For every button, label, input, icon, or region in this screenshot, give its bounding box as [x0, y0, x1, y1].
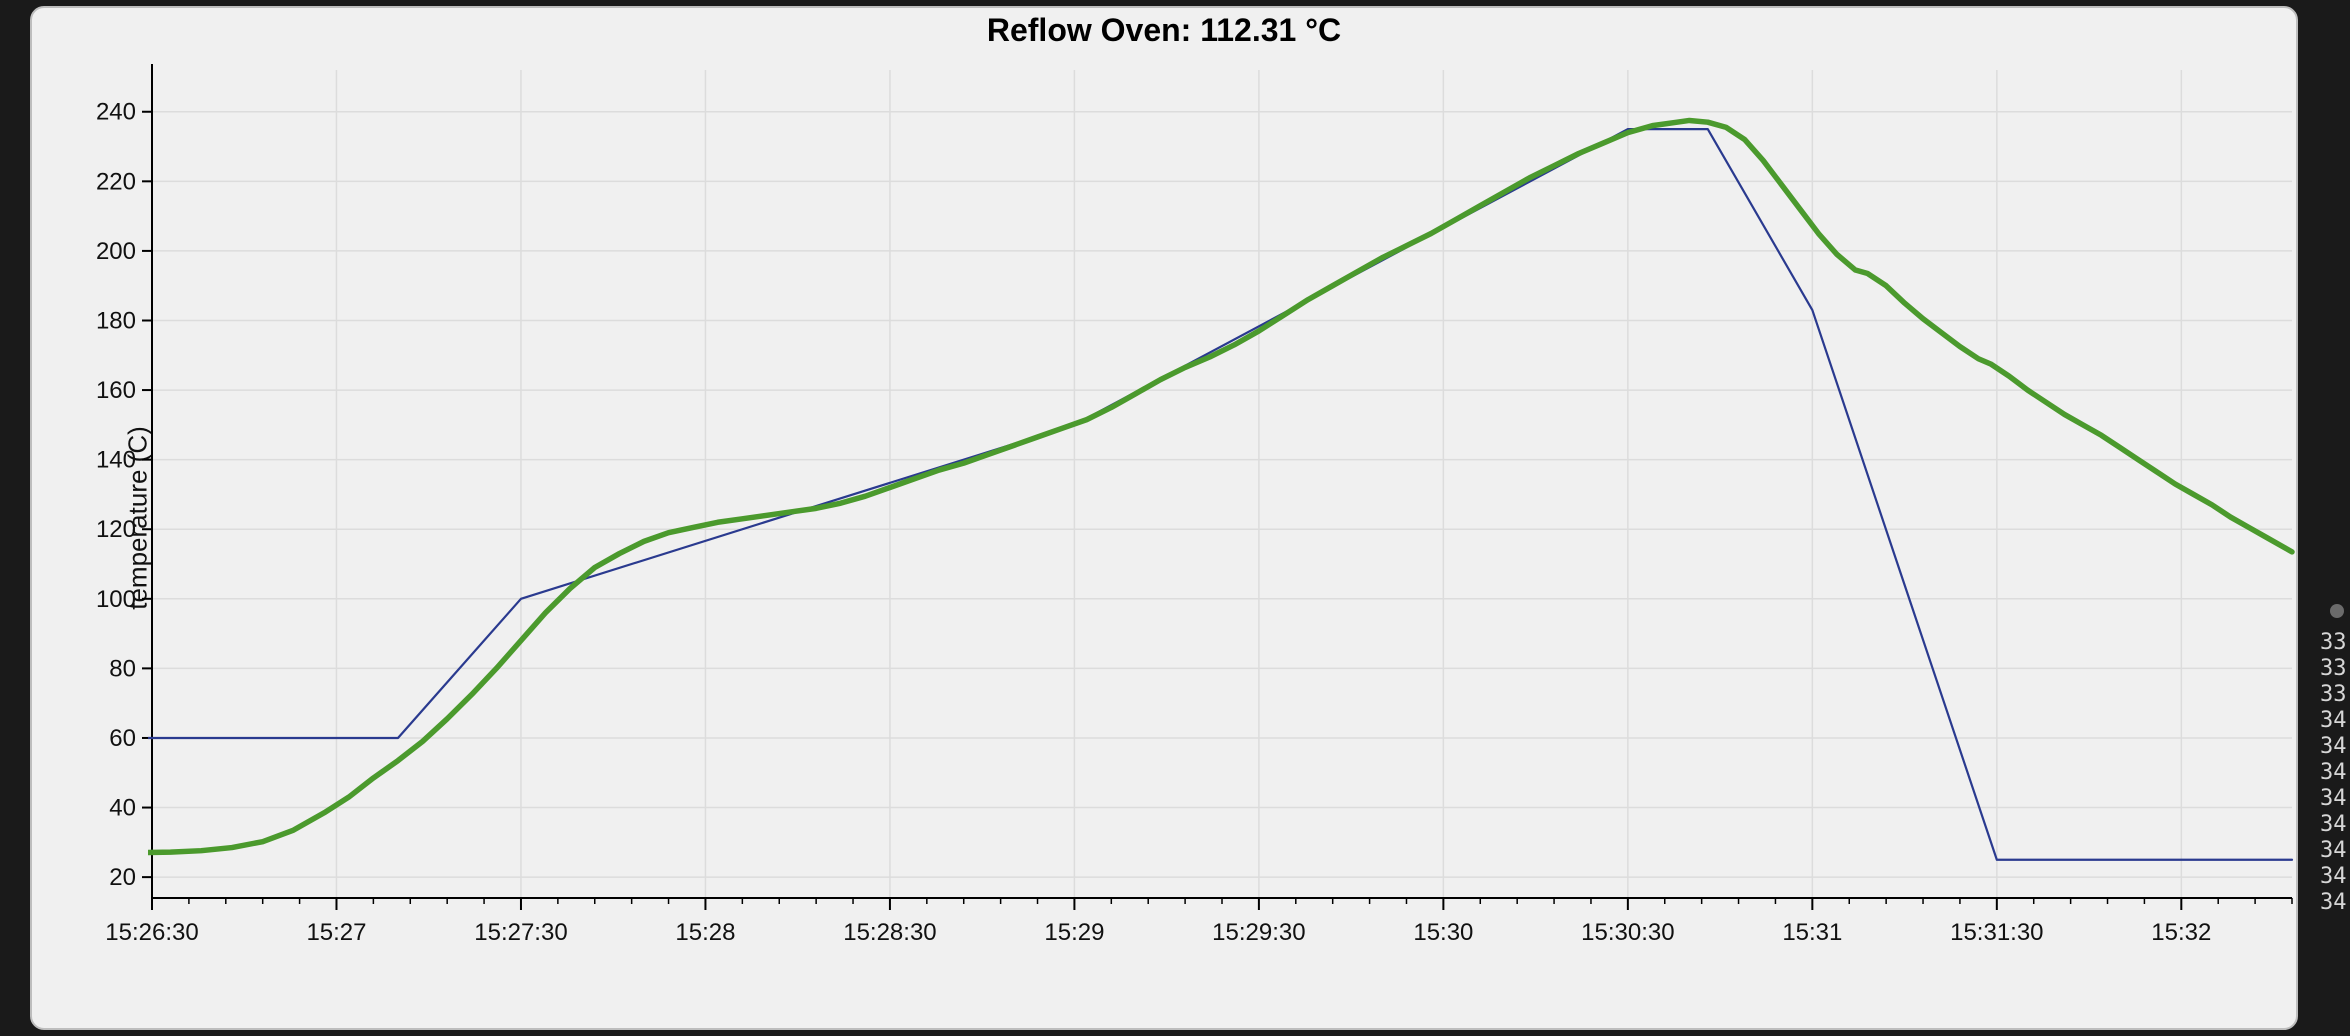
svg-text:15:30: 15:30: [1413, 919, 1473, 946]
svg-text:15:31: 15:31: [1782, 919, 1842, 946]
svg-text:200: 200: [96, 238, 136, 265]
svg-text:15:29: 15:29: [1044, 919, 1104, 946]
series-measured: [134, 120, 2292, 852]
line-number-fragment: 34: [2320, 734, 2350, 760]
plot-area[interactable]: 2040608010012014016018020022024015:26:30…: [152, 58, 2292, 958]
svg-text:15:32: 15:32: [2151, 919, 2211, 946]
svg-text:120: 120: [96, 516, 136, 543]
svg-text:15:30:30: 15:30:30: [1581, 919, 1674, 946]
sidebar-indicator-dot: [2330, 604, 2344, 618]
svg-text:140: 140: [96, 447, 136, 474]
chart-frame: Reflow Oven: 112.31 °C temperature (C) 2…: [30, 6, 2298, 1030]
line-number-fragment: 34: [2320, 760, 2350, 786]
svg-text:220: 220: [96, 168, 136, 195]
line-number-fragment: 33: [2320, 656, 2350, 682]
line-number-fragment: 33: [2320, 682, 2350, 708]
svg-text:15:26:30: 15:26:30: [105, 919, 198, 946]
line-number-fragment: 34: [2320, 838, 2350, 864]
series-setpoint: [134, 129, 2292, 860]
line-number-fragment: 34: [2320, 708, 2350, 734]
svg-text:80: 80: [109, 655, 136, 682]
svg-text:40: 40: [109, 795, 136, 822]
svg-text:15:27:30: 15:27:30: [474, 919, 567, 946]
svg-text:240: 240: [96, 99, 136, 126]
line-number-fragment: 34: [2320, 890, 2350, 916]
line-number-fragment: 34: [2320, 786, 2350, 812]
svg-text:15:28:30: 15:28:30: [843, 919, 936, 946]
svg-text:180: 180: [96, 307, 136, 334]
line-number-fragment: 34: [2320, 864, 2350, 890]
svg-text:15:29:30: 15:29:30: [1212, 919, 1305, 946]
svg-text:100: 100: [96, 586, 136, 613]
svg-text:15:27: 15:27: [306, 919, 366, 946]
svg-text:160: 160: [96, 377, 136, 404]
svg-text:15:28: 15:28: [675, 919, 735, 946]
svg-text:15:31:30: 15:31:30: [1950, 919, 2043, 946]
line-number-fragment: 34: [2320, 812, 2350, 838]
chart-title: Reflow Oven: 112.31 °C: [32, 12, 2296, 49]
svg-text:20: 20: [109, 864, 136, 891]
svg-text:60: 60: [109, 725, 136, 752]
line-number-fragment: 33: [2320, 630, 2350, 656]
partial-line-numbers: 3333333434343434343434: [2320, 630, 2350, 916]
